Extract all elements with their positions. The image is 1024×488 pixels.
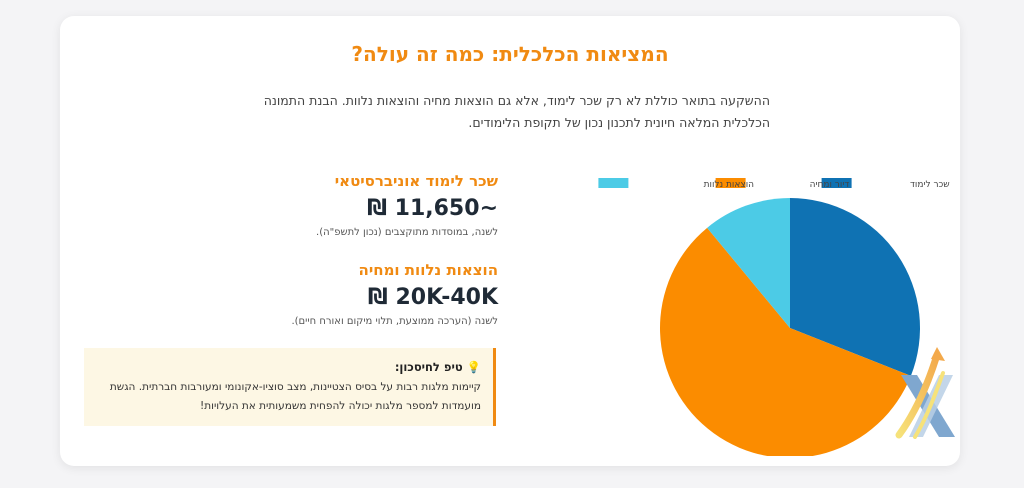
tuition-note: לשנה, במוסדות מתוקצבים (נכון לתשפ"ה). [316,227,498,238]
tip-heading: טיפ לחיסכון: [394,360,463,374]
legend-swatch-2 [715,178,746,188]
tuition-heading: שכר לימוד אוניברסיטאי [334,172,498,190]
section-title: המציאות הכלכלית: כמה זה עולה? [351,42,669,66]
pie-slice-2 [660,227,911,456]
living-note: לשנה (הערכה ממוצעת, תלוי מיקום ואורח חיי… [291,316,498,327]
tuition-value: ~11,650 ₪ [367,196,498,221]
living-heading: הוצאות נלוות ומחיה [358,261,498,279]
living-value: 20K-40K ₪ [367,285,498,310]
tip-heading-row: 💡 טיפ לחיסכון: [96,360,481,374]
living-block: הוצאות נלוות ומחיה 20K-40K ₪ לשנה (הערכה… [168,261,498,327]
lightbulb-icon: 💡 [466,360,481,374]
pie-svg: שכר לימוד דיור ומחיה הוצאות נלוות [598,178,950,456]
tuition-block: שכר לימוד אוניברסיטאי ~11,650 ₪ לשנה, במ… [168,172,498,238]
cost-card: המציאות הכלכלית: כמה זה עולה? ההשקעה בתו… [60,16,960,466]
tip-body: קיימות מלגות רבות על בסיס הצטיינות, מצב … [109,381,481,412]
legend-swatch-1 [821,178,852,188]
savings-tip: 💡 טיפ לחיסכון: קיימות מלגות רבות על בסיס… [84,348,496,426]
section-intro: ההשקעה בתואר כוללת לא רק שכר לימוד, אלא … [263,93,770,130]
pie-slice-1 [790,198,920,376]
legend-label-1: שכר לימוד [910,180,950,190]
legend-swatch-3 [598,178,629,188]
brand-logo [895,347,955,439]
legend-label-3: הוצאות נלוות [704,180,755,190]
legend-label-2: דיור ומחיה [810,180,850,190]
pie-slice-3 [707,198,790,328]
cost-pie-chart: שכר לימוד דיור ומחיה הוצאות נלוות [590,156,950,456]
